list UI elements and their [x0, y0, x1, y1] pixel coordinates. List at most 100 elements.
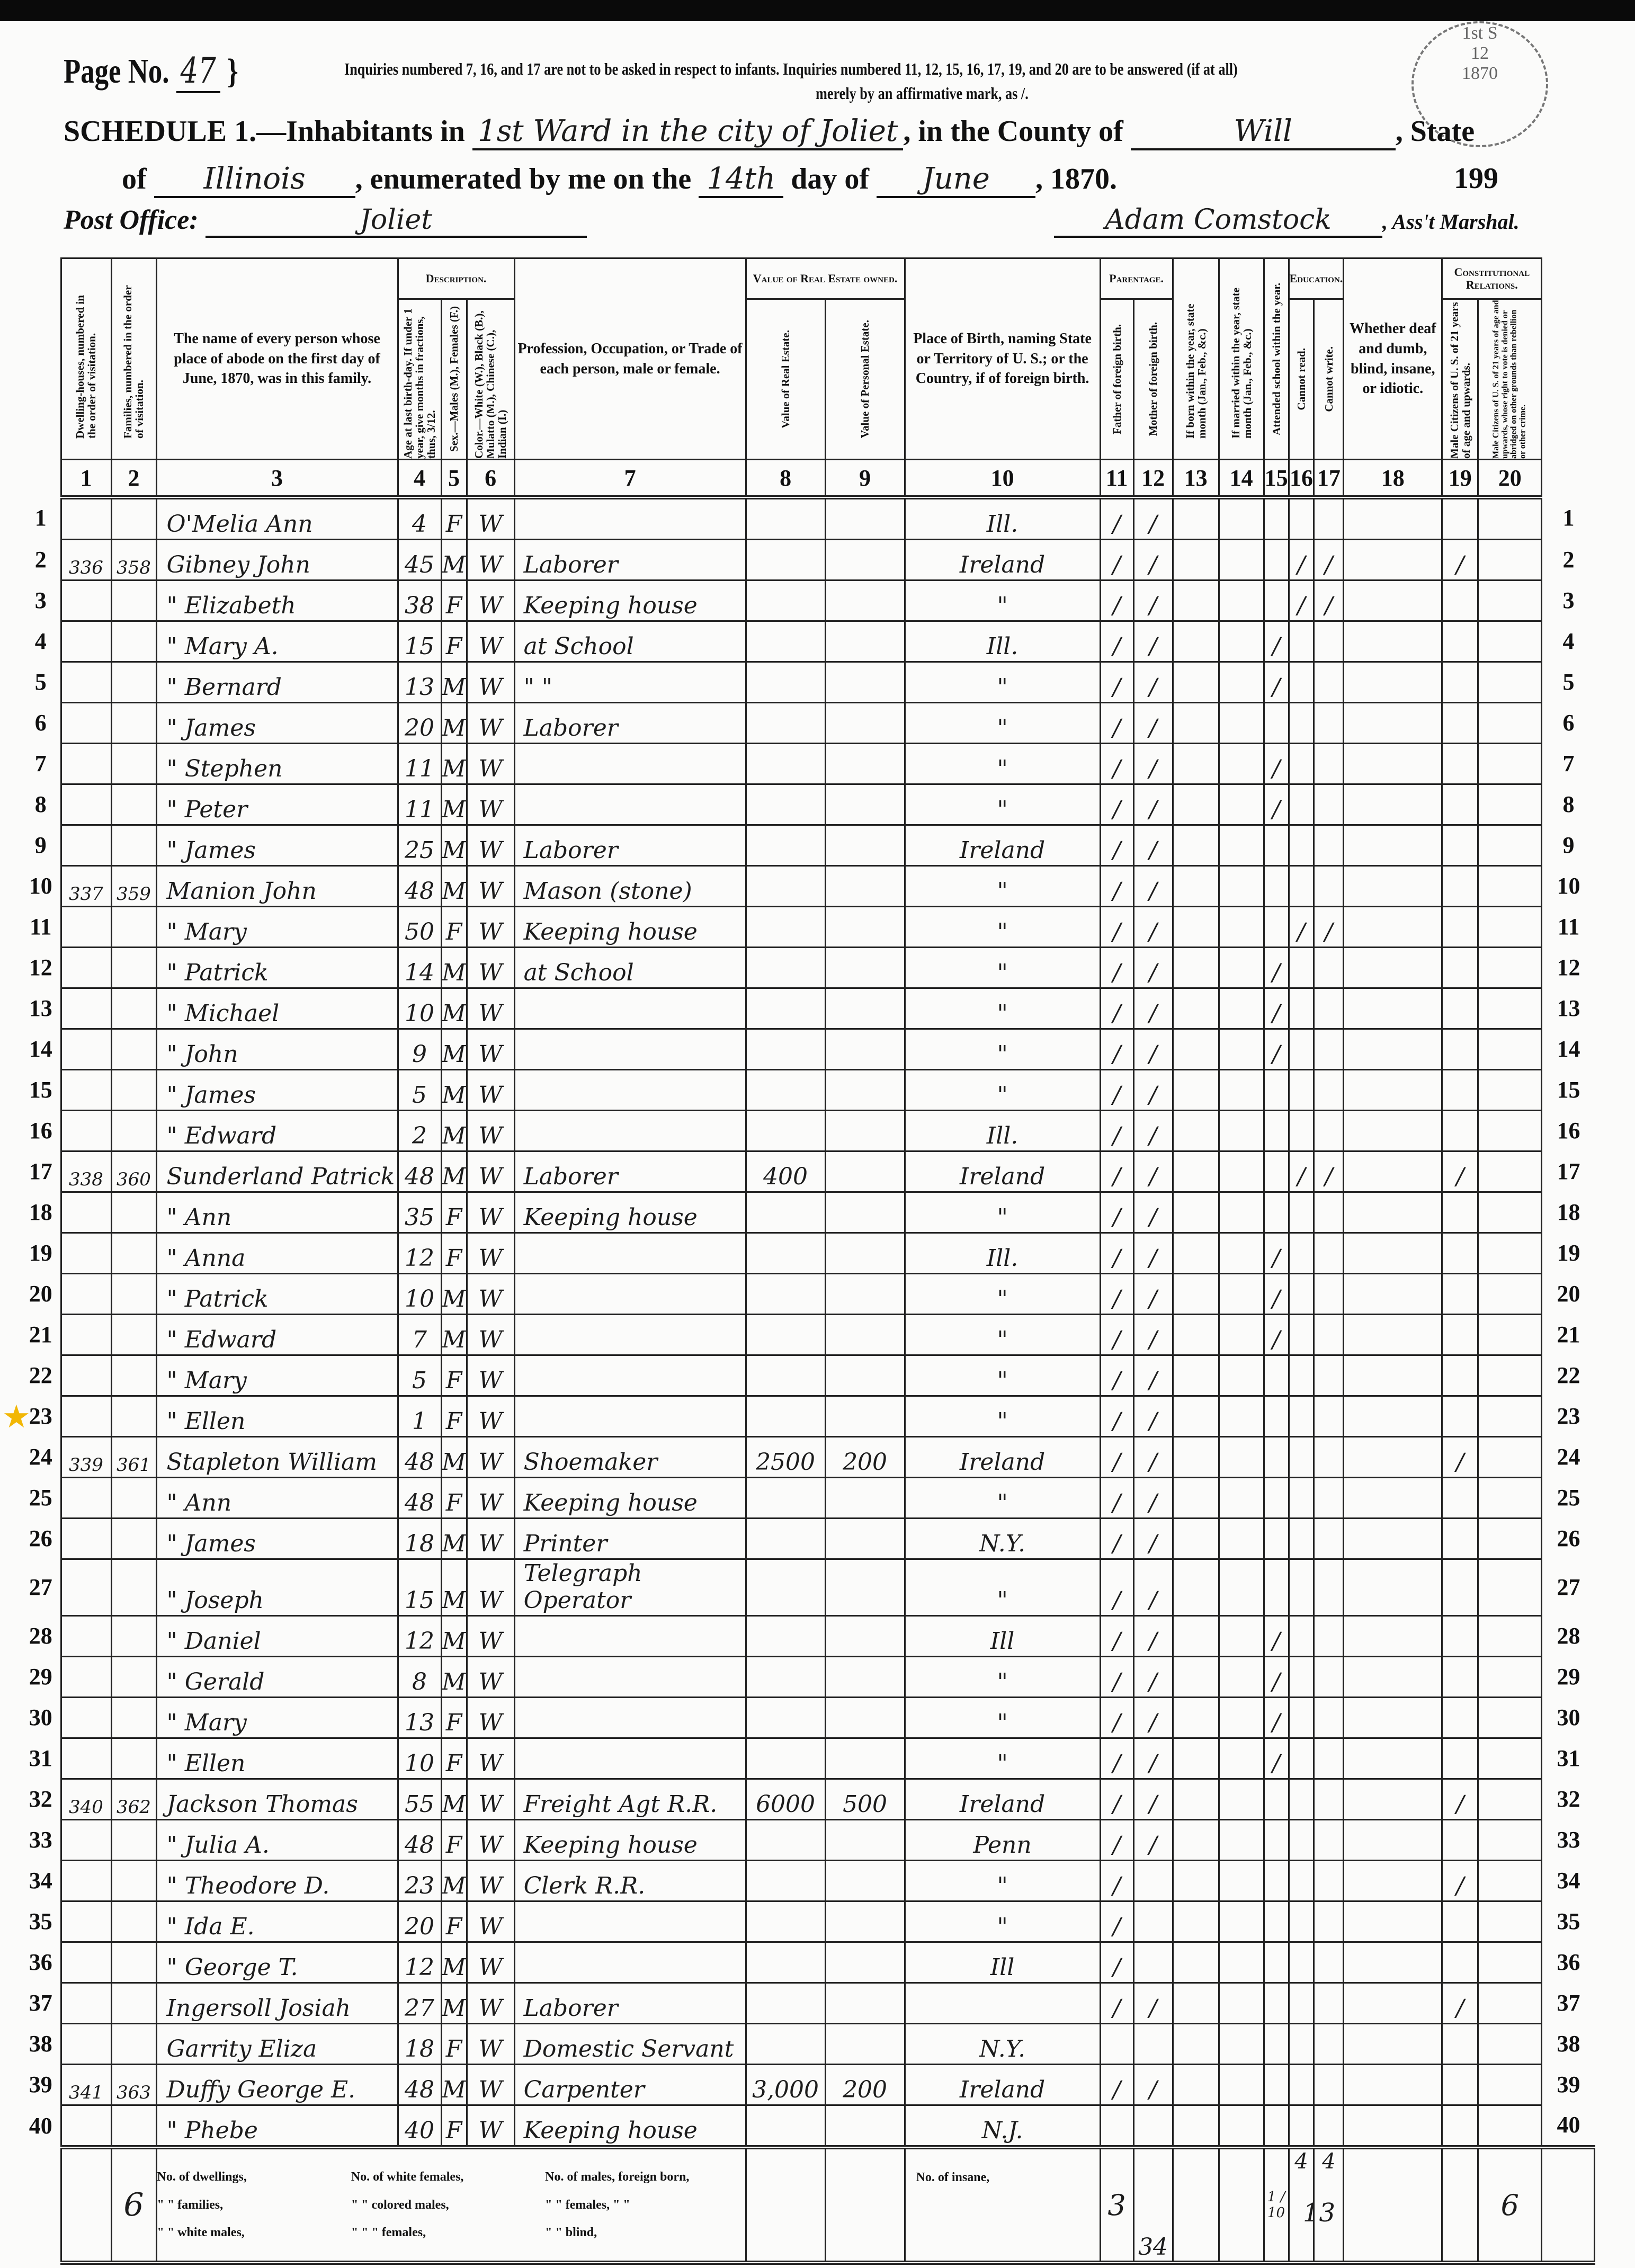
table-row: 40 " Phebe 40 F W Keeping house N.J. 40	[21, 2104, 1595, 2148]
spacer	[1542, 460, 1595, 498]
summary-label: No. of white females,	[351, 2169, 464, 2184]
bottom-mark: 13	[1303, 2198, 1336, 2228]
mother-foreign-mark: /	[1132, 987, 1174, 1030]
male-citizen-mark	[1441, 1696, 1479, 1739]
page-no-label: Page No.	[64, 52, 169, 91]
vote-denied-mark	[1477, 620, 1543, 663]
color: W	[466, 620, 515, 663]
family-number	[110, 1477, 157, 1519]
personal-estate-value	[824, 496, 906, 540]
occupation: Domestic Servant	[513, 2023, 747, 2065]
attended-school-mark	[1263, 1150, 1290, 1193]
disability	[1343, 865, 1443, 907]
personal-estate-value: 200	[824, 2064, 906, 2106]
cannot-write-mark	[1313, 2104, 1345, 2148]
line-number-right: 17	[1557, 1158, 1580, 1184]
sex: M	[440, 1273, 468, 1315]
disability	[1343, 1696, 1443, 1739]
family-number	[110, 1819, 157, 1861]
personal-estate-value	[824, 1314, 906, 1356]
line-number-right: 7	[1562, 750, 1575, 776]
attended-school-mark	[1263, 1558, 1290, 1617]
age: 48	[397, 1436, 442, 1478]
real-estate-value	[745, 865, 826, 907]
mother-foreign-mark: /	[1132, 2064, 1174, 2106]
disability	[1343, 1778, 1443, 1820]
sex: F	[440, 1696, 468, 1739]
color: W	[466, 1354, 515, 1397]
dwelling-number: 338	[60, 1150, 112, 1193]
dwelling-number	[60, 2104, 112, 2148]
occupation	[513, 1656, 747, 1698]
cannot-read-mark	[1288, 1314, 1315, 1356]
male-citizen-mark	[1441, 1615, 1479, 1657]
disability	[1343, 1517, 1443, 1560]
vote-denied-mark	[1477, 661, 1543, 703]
father-foreign-mark: /	[1099, 1477, 1134, 1519]
cannot-write-mark	[1313, 783, 1345, 826]
line-number: 25	[29, 1484, 52, 1511]
line-number: 36	[29, 1949, 52, 1975]
disability	[1343, 1069, 1443, 1111]
attended-school-mark: /	[1263, 987, 1290, 1030]
person-name: " Gerald	[155, 1656, 399, 1698]
married-in-year	[1218, 1656, 1265, 1698]
column-number: 10	[904, 459, 1101, 499]
male-citizen-mark	[1441, 1900, 1479, 1943]
age: 8	[397, 1656, 442, 1698]
disability	[1343, 906, 1443, 948]
father-foreign-mark: /	[1099, 1150, 1134, 1193]
mother-foreign-mark: /	[1132, 1819, 1174, 1861]
person-name: Jackson Thomas	[155, 1778, 399, 1820]
age: 35	[397, 1191, 442, 1234]
dwelling-number	[60, 824, 112, 867]
sex: M	[440, 947, 468, 989]
occupation	[513, 1615, 747, 1657]
mother-foreign-mark: /	[1132, 1778, 1174, 1820]
column-number: 15	[1263, 459, 1290, 499]
cannot-write-mark	[1313, 1273, 1345, 1315]
married-in-year	[1218, 1737, 1265, 1780]
family-number	[110, 1860, 157, 1902]
age: 18	[397, 2023, 442, 2065]
occupation: Laborer	[513, 702, 747, 744]
header-color: Color.—White (W.), Black (B.), Mulatto (…	[466, 298, 515, 460]
family-number	[110, 824, 157, 867]
occupation: Freight Agt R.R.	[513, 1778, 747, 1820]
column-number: 6	[466, 459, 515, 499]
born-in-year	[1172, 1615, 1220, 1657]
occupation	[513, 1232, 747, 1274]
dwelling-number	[60, 1232, 112, 1274]
column-number: 9	[824, 459, 906, 499]
dwelling-number	[60, 1982, 112, 2024]
real-estate-value	[745, 539, 826, 581]
married-in-year	[1218, 1069, 1265, 1111]
table-row: 28 " Daniel 12 M W Ill / //28	[21, 1615, 1595, 1657]
color: W	[466, 1395, 515, 1437]
cannot-write-mark: /	[1313, 1150, 1345, 1193]
dwelling-number	[60, 1656, 112, 1698]
line-number-right: 3	[1562, 587, 1575, 613]
dwelling-number	[60, 1354, 112, 1397]
male-citizen-mark	[1441, 579, 1479, 622]
table-row: 2 336 358 Gibney John 45 M W Laborer Ireland / / / /…	[21, 539, 1595, 581]
table-row: 29 " Gerald 8 M W " / //29	[21, 1656, 1595, 1698]
sex: M	[440, 1778, 468, 1820]
real-estate-value	[745, 1737, 826, 1780]
cannot-read-mark: /	[1288, 579, 1315, 622]
cannot-read-mark	[1288, 1558, 1315, 1617]
born-in-year	[1172, 1819, 1220, 1861]
color: W	[466, 1696, 515, 1739]
color: W	[466, 702, 515, 744]
occupation	[513, 1273, 747, 1315]
dwelling-number	[60, 496, 112, 540]
birthplace: "	[904, 743, 1101, 785]
occupation	[513, 1354, 747, 1397]
disability	[1343, 2104, 1443, 2148]
header-label: Color.—White (W.), Black (B.), Mulatto (…	[472, 310, 509, 459]
line-number-right: 40	[1557, 2111, 1580, 2138]
group-education: Education.	[1288, 257, 1345, 300]
person-name: " Ann	[155, 1191, 399, 1234]
dwelling-number	[60, 579, 112, 622]
family-number	[110, 1354, 157, 1397]
